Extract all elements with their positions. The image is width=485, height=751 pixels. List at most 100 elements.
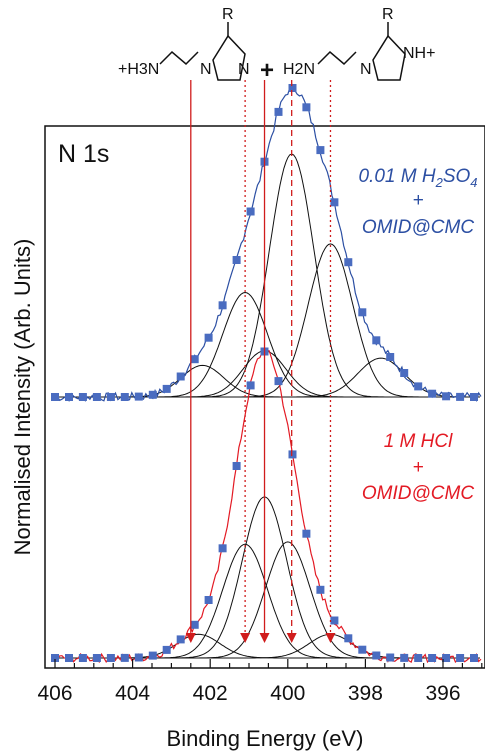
envelope-marker-top-13 (232, 256, 241, 264)
panel-top (51, 83, 482, 402)
envelope-marker-top-8 (162, 384, 171, 393)
envelope-marker-bottom-13 (232, 462, 241, 470)
panel-bottom (51, 347, 482, 664)
component-peak-bottom-1 (55, 543, 480, 659)
envelope-marker-bottom-30 (470, 654, 478, 662)
envelope-marker-top-20 (330, 198, 339, 207)
envelope-marker-bottom-12 (218, 544, 227, 553)
right-nh-label: NH+ (403, 45, 435, 62)
bottom-annotation-line-1: 1 M HCl (384, 431, 453, 452)
envelope-marker-top-27 (428, 389, 437, 398)
panel-label: N 1s (58, 140, 109, 168)
right-chain-bonds (317, 50, 357, 66)
envelope-marker-top-0 (51, 393, 59, 401)
envelope-marker-bottom-27 (428, 654, 437, 662)
envelope-marker-bottom-8 (162, 645, 171, 654)
y-axis-title: Normalised Intensity (Arb. Units) (10, 239, 35, 556)
bottom-annotation-line-3: OMID@CMC (362, 483, 474, 504)
bottom-annotation-line-2: + (412, 457, 423, 478)
component-peak-top-0 (55, 364, 480, 398)
assignment-arrowhead-1 (240, 633, 251, 643)
envelope-marker-top-6 (134, 392, 143, 401)
molecule-schematic: +H3N N N R + H2N N NH+ R (118, 6, 435, 84)
component-peak-bottom-3 (55, 541, 480, 659)
envelope-marker-top-25 (400, 369, 409, 377)
left-chain-bonds (159, 50, 199, 66)
envelope-marker-top-30 (470, 393, 478, 401)
x-axis-title: Binding Energy (eV) (167, 726, 364, 751)
top-annotation-line-3: OMID@CMC (362, 217, 474, 238)
top-annotation-line-2: + (412, 190, 423, 211)
x-tick-label-404: 404 (115, 682, 150, 705)
envelope-marker-top-3 (92, 393, 101, 401)
envelope-marker-top-23 (372, 336, 381, 345)
envelope-marker-top-11 (204, 333, 213, 342)
envelope-marker-top-17 (288, 84, 297, 92)
assignment-arrowhead-4 (325, 633, 336, 643)
envelope-marker-bottom-20 (330, 616, 339, 625)
envelope-marker-bottom-29 (456, 654, 465, 662)
envelope-marker-top-18 (302, 103, 311, 112)
envelope-marker-top-21 (344, 258, 353, 267)
envelope-marker-bottom-26 (414, 654, 423, 662)
envelope-marker-top-16 (274, 107, 283, 116)
envelope-marker-top-22 (358, 308, 367, 317)
middle-amine-label: H2N (283, 61, 315, 78)
assignment-arrowhead-2 (259, 633, 270, 643)
right-ring-n1: N (360, 61, 372, 78)
envelope-marker-bottom-3 (92, 654, 101, 662)
right-imidazoline-ring (372, 34, 406, 81)
plus-sign: + (260, 57, 274, 84)
envelope-marker-top-1 (65, 393, 73, 401)
envelope-marker-bottom-10 (190, 620, 199, 629)
left-amine-label: +H3N (118, 61, 159, 78)
envelope-marker-bottom-1 (65, 654, 73, 662)
envelope-marker-bottom-9 (176, 635, 185, 644)
envelope-marker-bottom-24 (386, 653, 395, 662)
envelope-marker-top-26 (414, 382, 423, 391)
left-imidazoline-ring (212, 34, 246, 81)
envelope-marker-bottom-18 (302, 529, 311, 538)
envelope-marker-bottom-28 (442, 654, 451, 662)
envelope-marker-bottom-17 (288, 450, 297, 459)
x-tick-label-398: 398 (348, 682, 383, 705)
envelope-marker-bottom-21 (344, 634, 353, 643)
component-peak-top-5 (55, 357, 480, 398)
right-r-label: R (382, 6, 394, 23)
component-peak-top-1 (55, 291, 480, 398)
envelope-marker-top-7 (148, 390, 157, 399)
envelope-marker-bottom-0 (51, 654, 59, 662)
envelope-marker-top-5 (120, 393, 129, 401)
envelope-marker-bottom-6 (134, 653, 143, 662)
top-annotation-line-1: 0.01 M H2SO4 (358, 166, 477, 190)
envelope-marker-top-24 (386, 353, 395, 361)
envelope-marker-bottom-4 (106, 654, 115, 662)
left-ring-n1: N (200, 61, 212, 78)
envelope-marker-top-29 (456, 392, 465, 401)
envelope-marker-top-10 (190, 355, 199, 364)
x-tick-label-402: 402 (193, 682, 228, 705)
left-ring-n2: N (238, 61, 250, 78)
x-tick-label-396: 396 (425, 682, 460, 705)
envelope-marker-bottom-23 (372, 651, 381, 660)
x-axis-ticks: 406 404 402 400 398 396 (37, 659, 483, 705)
assignment-arrowhead-3 (286, 633, 297, 643)
envelope-marker-bottom-14 (246, 381, 255, 390)
envelope-marker-top-12 (218, 301, 227, 310)
envelope-marker-bottom-25 (400, 653, 409, 662)
envelope-marker-bottom-19 (316, 585, 325, 594)
envelope-marker-bottom-16 (274, 377, 283, 386)
envelope-marker-bottom-2 (78, 654, 87, 662)
assignment-arrowhead-0 (185, 633, 196, 643)
x-tick-label-406: 406 (37, 682, 72, 705)
envelope-marker-bottom-7 (148, 651, 157, 660)
top-annotation: 0.01 M H2SO4 + OMID@CMC (358, 166, 477, 238)
bottom-annotation: 1 M HCl + OMID@CMC (362, 431, 474, 504)
component-peak-top-4 (55, 243, 480, 398)
envelope-marker-bottom-11 (204, 596, 213, 604)
envelope-marker-top-19 (316, 146, 325, 155)
envelope-marker-bottom-5 (120, 653, 129, 662)
envelope-marker-top-28 (442, 392, 451, 401)
envelope-marker-top-9 (176, 372, 185, 381)
